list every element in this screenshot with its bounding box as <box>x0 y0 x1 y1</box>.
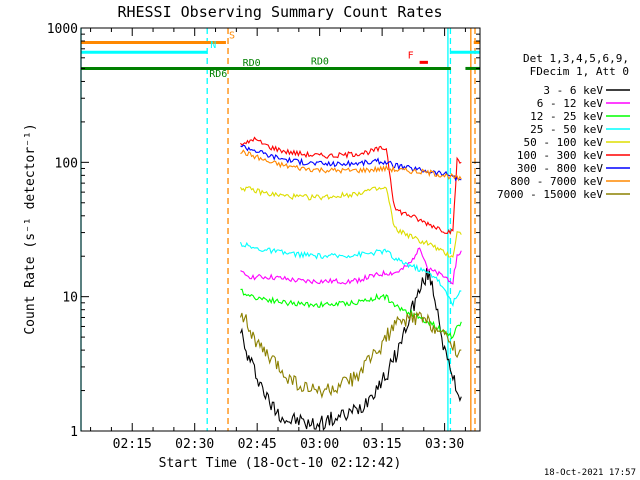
legend-label-8: 800 - 7000 keV <box>510 175 603 188</box>
x-tick-label-5: 03:30 <box>425 437 464 452</box>
annotation-1: RD6 <box>209 69 227 80</box>
chart-title: RHESSI Observing Summary Count Rates <box>117 3 442 21</box>
x-axis-label: Start Time (18-Oct-10 02:12:42) <box>159 456 402 471</box>
x-tick-label-2: 02:45 <box>238 437 277 452</box>
plot-frame <box>80 27 481 432</box>
axes: 1 10 100 1000 02:15 02:30 02:45 03:00 03:15 03:30 <box>47 22 480 452</box>
x-tick-label-4: 03:15 <box>363 437 402 452</box>
state-bar-label-n: N <box>210 40 216 51</box>
y-tick-label-0: 1 <box>70 425 78 440</box>
legend-label-9: 7000 - 15000 keV <box>497 188 603 201</box>
series-line-9 <box>239 311 462 399</box>
state-bar-label-s: S <box>229 30 235 41</box>
plot-area: S N RD0 F RD0 RD6 <box>80 28 480 431</box>
legend-label-6: 100 - 300 keV <box>517 149 603 162</box>
legend-label-7: 300 - 800 keV <box>517 162 603 175</box>
state-bar-label-rd0: RD0 <box>311 56 329 67</box>
legend-header-0: Det 1,3,4,5,6,9, <box>523 52 629 65</box>
x-tick-label-1: 02:30 <box>175 437 214 452</box>
legend-label-4: 25 - 50 keV <box>530 123 603 136</box>
y-tick-label-3: 1000 <box>47 22 78 37</box>
y-axis-label: Count Rate (s⁻¹ detector⁻¹) <box>23 123 38 334</box>
legend-header-1: FDecim 1, Att 0 <box>530 65 629 78</box>
legend: Det 1,3,4,5,6,9,FDecim 1, Att 0 3 - 6 keV… <box>497 52 630 201</box>
series-line-5 <box>240 186 462 258</box>
state-bar-label-f: F <box>408 50 414 61</box>
timestamp: 18-Oct-2021 17:57 <box>544 468 636 478</box>
annotation-0: RD0 <box>243 58 261 69</box>
x-tick-label-0: 02:15 <box>113 437 152 452</box>
series-line-4 <box>239 241 462 307</box>
y-tick-label-1: 10 <box>62 291 78 306</box>
series-line-2 <box>240 247 462 285</box>
y-tick-label-2: 100 <box>55 156 78 171</box>
legend-label-2: 6 - 12 keV <box>537 97 604 110</box>
series-line-8 <box>240 149 462 182</box>
series-line-1 <box>239 268 462 431</box>
legend-label-5: 50 - 100 keV <box>524 136 604 149</box>
series-line-7 <box>240 144 462 182</box>
x-tick-label-3: 03:00 <box>300 437 339 452</box>
series-line-3 <box>240 288 462 340</box>
legend-label-1: 3 - 6 keV <box>543 84 603 97</box>
series-line-6 <box>240 136 462 235</box>
legend-label-3: 12 - 25 keV <box>530 110 603 123</box>
